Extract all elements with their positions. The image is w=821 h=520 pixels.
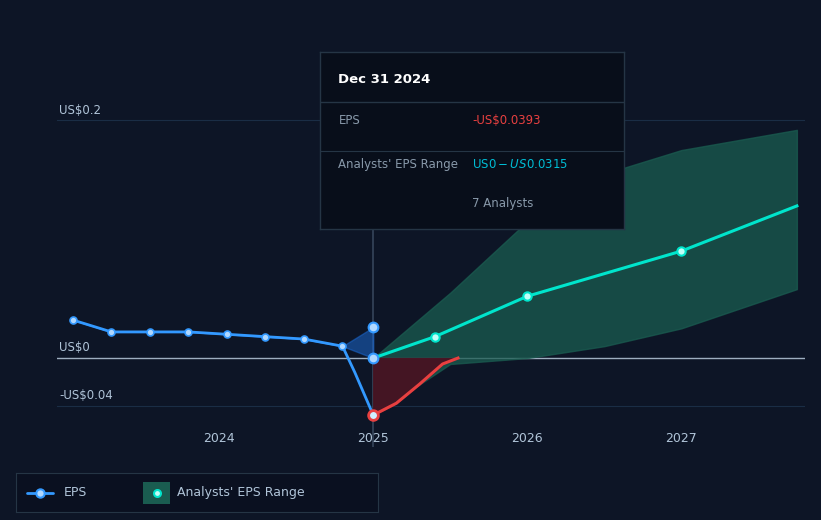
Text: US$0 - US$0.0315: US$0 - US$0.0315 (472, 158, 568, 171)
Text: -US$0.0393: -US$0.0393 (472, 114, 540, 127)
Text: Analysts' EPS Range: Analysts' EPS Range (338, 158, 458, 171)
Text: 2026: 2026 (511, 432, 544, 445)
Text: EPS: EPS (338, 114, 360, 127)
Text: 2025: 2025 (357, 432, 389, 445)
Text: US$0.2: US$0.2 (59, 104, 101, 117)
Text: Analysts' EPS Range: Analysts' EPS Range (177, 486, 305, 499)
Text: 2024: 2024 (204, 432, 235, 445)
Text: 2027: 2027 (666, 432, 697, 445)
Text: Actual: Actual (328, 96, 367, 109)
Text: Analysts Forecasts: Analysts Forecasts (379, 96, 496, 109)
Text: Dec 31 2024: Dec 31 2024 (338, 73, 431, 86)
Text: US$0: US$0 (59, 342, 89, 355)
Text: 7 Analysts: 7 Analysts (472, 197, 534, 210)
Bar (143, 482, 170, 503)
Text: -US$0.04: -US$0.04 (59, 389, 112, 402)
Text: EPS: EPS (63, 486, 87, 499)
